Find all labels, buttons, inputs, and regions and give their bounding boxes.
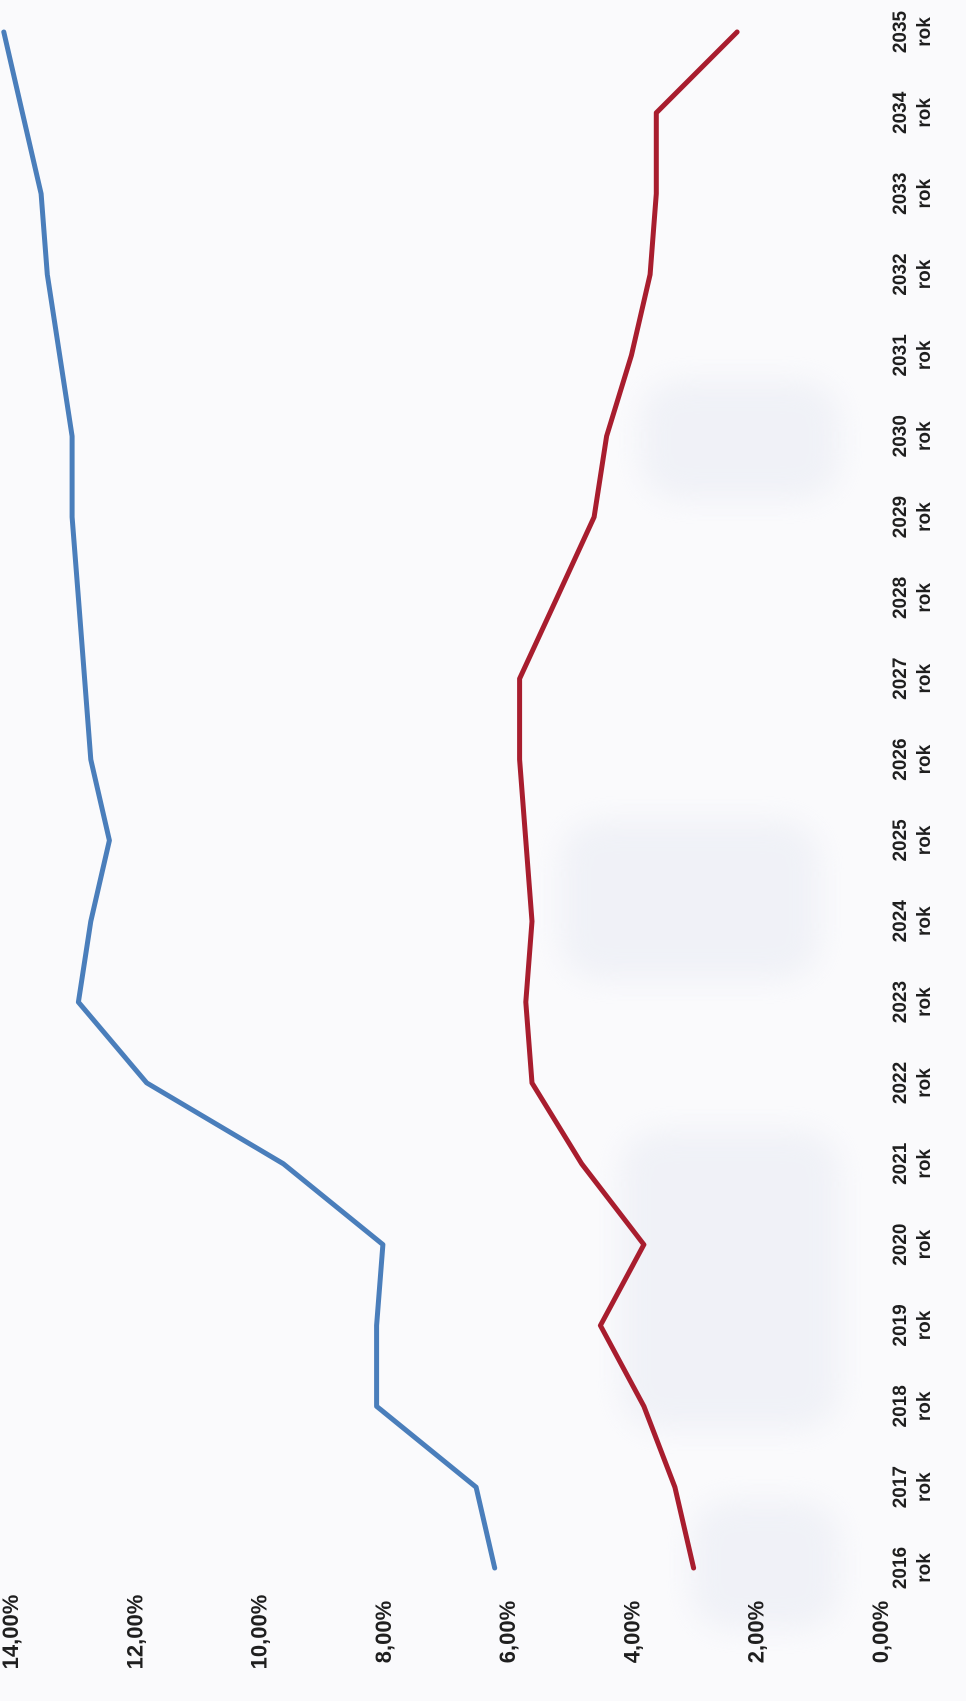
x-tick-suffix: rok [914, 1472, 935, 1502]
x-tick-year: 2024 [890, 900, 911, 943]
scan-artifact [640, 380, 840, 500]
x-tick-suffix: rok [914, 259, 935, 289]
x-tick-year: 2030 [890, 415, 911, 457]
x-tick-label: 2029 rok [890, 496, 935, 538]
y-tick-label: 8,00% [371, 1601, 396, 1663]
plot-area [1, 29, 740, 1571]
x-tick-year: 2025 [890, 819, 911, 862]
x-tick-label: 2035 rok [890, 10, 935, 53]
y-tick-label: 0,00% [868, 1601, 893, 1663]
x-tick-label: 2017 rok [890, 1466, 935, 1508]
x-tick-year: 2033 [890, 173, 911, 215]
x-tick-suffix: rok [914, 1310, 935, 1340]
x-tick-year: 2016 [890, 1547, 911, 1589]
x-tick-year: 2027 [890, 658, 911, 700]
x-tick-suffix: rok [914, 583, 935, 613]
x-tick-suffix: rok [914, 987, 935, 1017]
x-tick-label: 2022 rok [890, 1062, 935, 1104]
y-tick-label: 4,00% [619, 1601, 644, 1663]
scan-artifact [690, 1500, 840, 1630]
x-tick-suffix: rok [914, 421, 935, 451]
x-tick-suffix: rok [914, 340, 935, 370]
y-tick-label: 14,00% [0, 1595, 23, 1670]
x-tick-year: 2019 [890, 1304, 911, 1346]
x-tick-suffix: rok [914, 1068, 935, 1098]
x-tick-suffix: rok [914, 744, 935, 774]
x-tick-label: 2031 rok [890, 334, 935, 377]
x-tick-suffix: rok [914, 502, 935, 532]
x-tick-year: 2026 [890, 738, 911, 780]
x-tick-label: 2026 rok [890, 738, 935, 780]
scan-artifact [620, 1130, 840, 1430]
x-tick-suffix: rok [914, 1553, 935, 1583]
x-tick-label: 2020 rok [890, 1223, 935, 1265]
x-tick-label: 2018 rok [890, 1385, 935, 1427]
x-tick-year: 2028 [890, 577, 911, 619]
x-tick-suffix: rok [914, 664, 935, 694]
x-tick-suffix: rok [914, 1229, 935, 1259]
x-tick-suffix: rok [914, 1391, 935, 1421]
y-tick-label: 6,00% [495, 1601, 520, 1663]
x-tick-label: 2023 rok [890, 981, 935, 1023]
x-tick-label: 2028 rok [890, 577, 935, 619]
y-tick-label: 2,00% [744, 1601, 769, 1663]
x-tick-year: 2023 [890, 981, 911, 1023]
x-tick-year: 2018 [890, 1385, 911, 1427]
y-axis: 0,00% 2,00% 4,00% 6,00% 8,00% 10,00% 12,00% 14,… [0, 1595, 893, 1670]
y-tick-label: 12,00% [122, 1595, 147, 1670]
x-tick-suffix: rok [914, 906, 935, 936]
x-tick-label: 2016 rok [890, 1547, 935, 1589]
x-tick-label: 2021 rok [890, 1142, 935, 1185]
x-tick-year: 2035 [890, 10, 911, 53]
series-line-1 [1, 29, 498, 1571]
y-tick-label: 10,00% [247, 1595, 272, 1670]
x-tick-suffix: rok [914, 98, 935, 128]
x-tick-suffix: rok [914, 825, 935, 855]
x-tick-year: 2017 [890, 1466, 911, 1508]
x-tick-year: 2029 [890, 496, 911, 538]
x-tick-label: 2024 rok [890, 900, 935, 943]
x-tick-year: 2034 [890, 91, 911, 134]
x-tick-year: 2021 [890, 1142, 911, 1185]
x-tick-year: 2031 [890, 334, 911, 377]
x-tick-label: 2033 rok [890, 173, 935, 215]
x-tick-label: 2025 rok [890, 819, 935, 862]
x-tick-year: 2020 [890, 1223, 911, 1265]
x-tick-year: 2022 [890, 1062, 911, 1104]
x-tick-suffix: rok [914, 1149, 935, 1179]
x-tick-label: 2032 rok [890, 253, 935, 295]
scan-artifact [560, 820, 820, 980]
x-tick-suffix: rok [914, 178, 935, 208]
x-tick-year: 2032 [890, 253, 911, 295]
x-tick-label: 2027 rok [890, 658, 935, 700]
x-tick-label: 2019 rok [890, 1304, 935, 1346]
x-tick-label: 2030 rok [890, 415, 935, 457]
series-line-2 [517, 29, 740, 1571]
x-tick-label: 2034 rok [890, 91, 935, 134]
x-tick-suffix: rok [914, 17, 935, 47]
